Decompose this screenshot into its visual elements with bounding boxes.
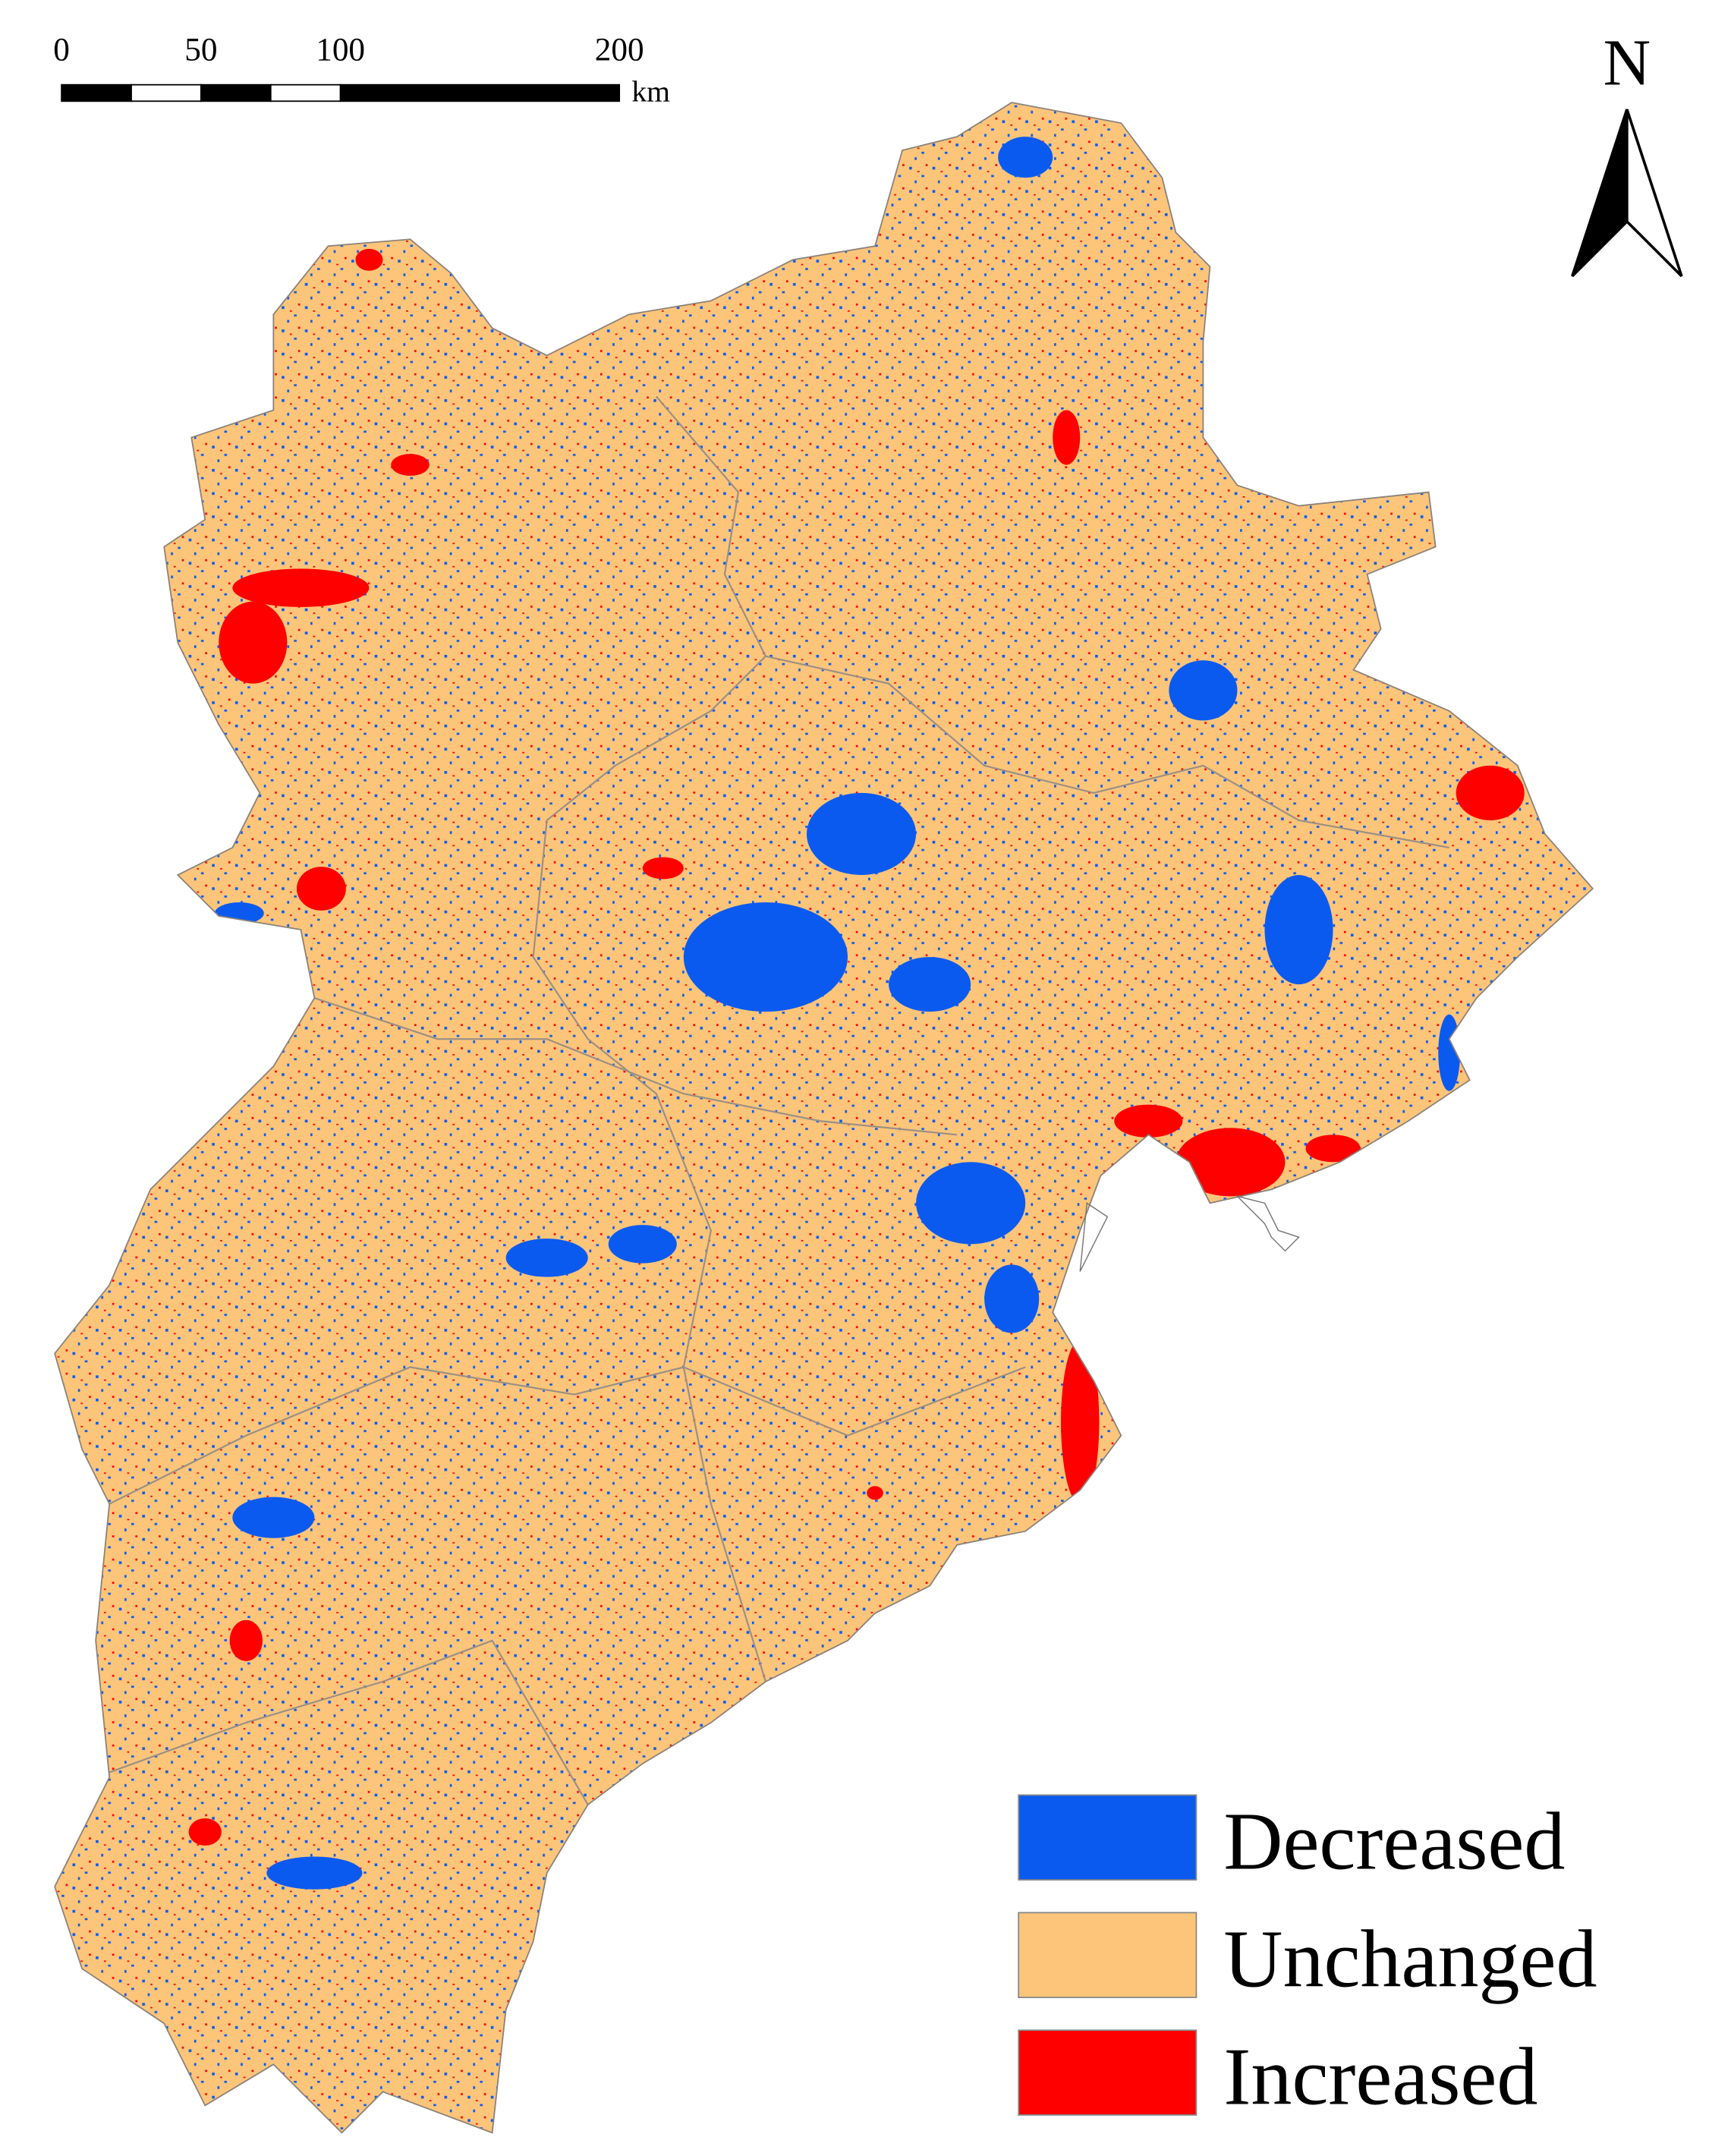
legend-label: Unchanged bbox=[1223, 1915, 1597, 2005]
scale-segment bbox=[200, 83, 272, 102]
legend: Decreased Unchanged Increased bbox=[1018, 1794, 1597, 2123]
scale-segment bbox=[269, 83, 341, 102]
scale-segment bbox=[131, 83, 202, 102]
scale-segment bbox=[339, 83, 621, 102]
coast-islands bbox=[1079, 1195, 1300, 1272]
legend-label: Increased bbox=[1223, 2032, 1537, 2123]
scale-tick-label: 200 bbox=[595, 31, 644, 68]
increased-patches bbox=[188, 248, 1525, 1846]
admin-boundaries bbox=[95, 395, 1449, 1805]
scale-unit: km bbox=[631, 74, 670, 108]
scale-tick-label: 50 bbox=[184, 31, 217, 68]
scale-segment bbox=[61, 83, 132, 102]
legend-swatch bbox=[1018, 2029, 1198, 2116]
legend-swatch bbox=[1018, 1912, 1198, 1998]
arrow-right bbox=[1626, 109, 1683, 278]
north-label: N bbox=[1604, 27, 1651, 99]
decreased-patches bbox=[214, 137, 1461, 1890]
legend-swatch bbox=[1018, 1794, 1198, 1881]
scale-tick-label: 100 bbox=[316, 31, 365, 68]
arrow-left bbox=[1571, 109, 1629, 278]
scale-bar: km 0 50 100 200 bbox=[53, 31, 670, 108]
north-arrow: N bbox=[1571, 27, 1683, 278]
scale-tick-label: 0 bbox=[53, 31, 70, 68]
legend-label: Decreased bbox=[1223, 1797, 1565, 1887]
